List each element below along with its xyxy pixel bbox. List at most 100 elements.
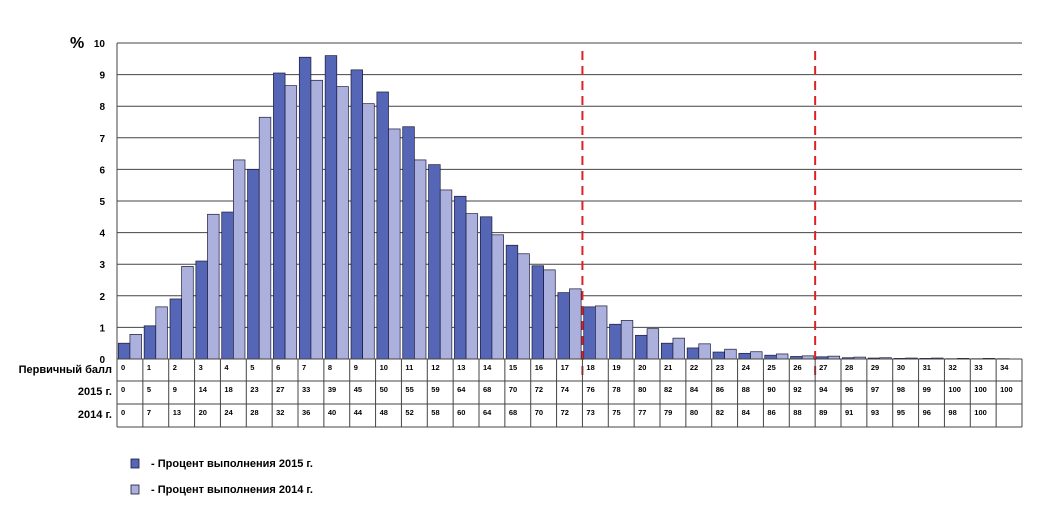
table-cell: 23 xyxy=(716,363,724,372)
table-cell: 5 xyxy=(250,363,254,372)
table-cell: 79 xyxy=(664,408,672,417)
y-tick-label: 1 xyxy=(99,323,105,334)
table-cell: 6 xyxy=(276,363,280,372)
bar-2015 xyxy=(117,342,131,360)
bar-2015 xyxy=(143,325,157,360)
bar-2014 xyxy=(491,234,504,360)
table-cell: 3 xyxy=(199,363,203,372)
bar-2014 xyxy=(517,253,530,360)
table-cell: 11 xyxy=(405,363,413,372)
table-cell: 12 xyxy=(431,363,439,372)
table-cell: 33 xyxy=(974,363,982,372)
table-cell: 27 xyxy=(819,363,827,372)
table-cell: 28 xyxy=(250,408,258,417)
table-cell: 21 xyxy=(664,363,672,372)
table-cell: 14 xyxy=(483,363,492,372)
y-axis-unit: % xyxy=(70,35,84,52)
bar-2015 xyxy=(686,347,700,360)
bar-2014 xyxy=(439,189,453,360)
table-cell: 32 xyxy=(948,363,956,372)
bar-2015 xyxy=(660,342,674,360)
table-cell: 68 xyxy=(509,408,517,417)
table-cell: 7 xyxy=(147,408,151,417)
table-cell: 86 xyxy=(767,408,775,417)
bar-2014 xyxy=(388,128,401,360)
legend-swatch xyxy=(130,484,140,495)
table-cell: 86 xyxy=(716,385,724,394)
bar-2014 xyxy=(569,288,582,360)
bar-2015 xyxy=(764,354,777,360)
table-row-label: 2015 г. xyxy=(78,386,112,398)
bar-2015 xyxy=(712,351,725,360)
bar-2015 xyxy=(169,298,182,360)
table-cell: 94 xyxy=(819,385,828,394)
table-cell: 75 xyxy=(612,408,620,417)
table-cell: 24 xyxy=(742,363,751,372)
table-cell: 70 xyxy=(509,385,517,394)
table-cell: 13 xyxy=(173,408,181,417)
table-cell: 58 xyxy=(431,408,439,417)
table-cell: 40 xyxy=(328,408,336,417)
table-cell: 0 xyxy=(121,363,125,372)
table-cell: 25 xyxy=(767,363,775,372)
table-cell: 95 xyxy=(897,408,905,417)
table-cell: 0 xyxy=(121,408,125,417)
legend-label: - Процент выполнения 2015 г. xyxy=(151,458,313,470)
y-tick-label: 2 xyxy=(99,292,105,303)
table-cell: 14 xyxy=(199,385,208,394)
bar-2014 xyxy=(672,337,685,360)
bar-2014 xyxy=(465,213,479,360)
table-cell: 16 xyxy=(535,363,543,372)
y-tick-label: 0 xyxy=(99,355,105,366)
table-cell: 73 xyxy=(586,408,594,417)
legend-label: - Процент выполнения 2014 г. xyxy=(151,484,313,496)
table-cell: 32 xyxy=(276,408,284,417)
table-cell: 72 xyxy=(535,385,543,394)
bar-2014 xyxy=(310,79,323,360)
bar-2014 xyxy=(258,116,272,360)
table-cell: 0 xyxy=(121,385,125,394)
threshold-markers xyxy=(581,51,817,381)
table-cell: 36 xyxy=(302,408,310,417)
bar-2015 xyxy=(247,169,260,360)
table-cell: 39 xyxy=(328,385,336,394)
table-cell: 64 xyxy=(457,385,466,394)
bar-2014 xyxy=(155,306,168,360)
y-tick-label: 3 xyxy=(99,260,105,271)
table-cell: 17 xyxy=(561,363,569,372)
table-cell: 45 xyxy=(354,385,362,394)
table-cell: 98 xyxy=(897,385,905,394)
bar-2014 xyxy=(776,353,789,360)
table-cell: 84 xyxy=(742,408,751,417)
table-cell: 34 xyxy=(1000,363,1009,372)
table-cell: 97 xyxy=(871,385,879,394)
table-cell: 96 xyxy=(923,408,931,417)
bar-2015 xyxy=(505,244,519,360)
table-cell: 88 xyxy=(793,408,801,417)
table-cell: 80 xyxy=(638,385,646,394)
table-cell: 82 xyxy=(664,385,672,394)
table-cell: 8 xyxy=(328,363,332,372)
bar-2015 xyxy=(350,69,363,360)
bar-2015 xyxy=(454,195,467,360)
bar-2014 xyxy=(646,328,660,360)
bar-2015 xyxy=(479,216,493,360)
bar-2015 xyxy=(402,126,415,360)
table-cell: 27 xyxy=(276,385,284,394)
bar-2014 xyxy=(414,159,427,360)
y-axis-ticks: 0 1 2 3 4 5 6 7 8 9 10 xyxy=(94,39,106,366)
table-cell: 18 xyxy=(224,385,232,394)
table-row-label: Первичный балл xyxy=(19,364,112,376)
table-cell: 91 xyxy=(845,408,853,417)
bar-2014 xyxy=(207,213,220,360)
table-cell: 18 xyxy=(586,363,594,372)
y-tick-label: 5 xyxy=(99,197,105,208)
bar-2015 xyxy=(195,260,208,360)
table-cell: 90 xyxy=(767,385,775,394)
table-cell: 31 xyxy=(923,363,931,372)
y-tick-label: 4 xyxy=(99,229,105,240)
table-cell: 2 xyxy=(173,363,177,372)
table-cell: 7 xyxy=(302,363,306,372)
table-cell: 93 xyxy=(871,408,879,417)
bar-2015 xyxy=(273,72,286,360)
